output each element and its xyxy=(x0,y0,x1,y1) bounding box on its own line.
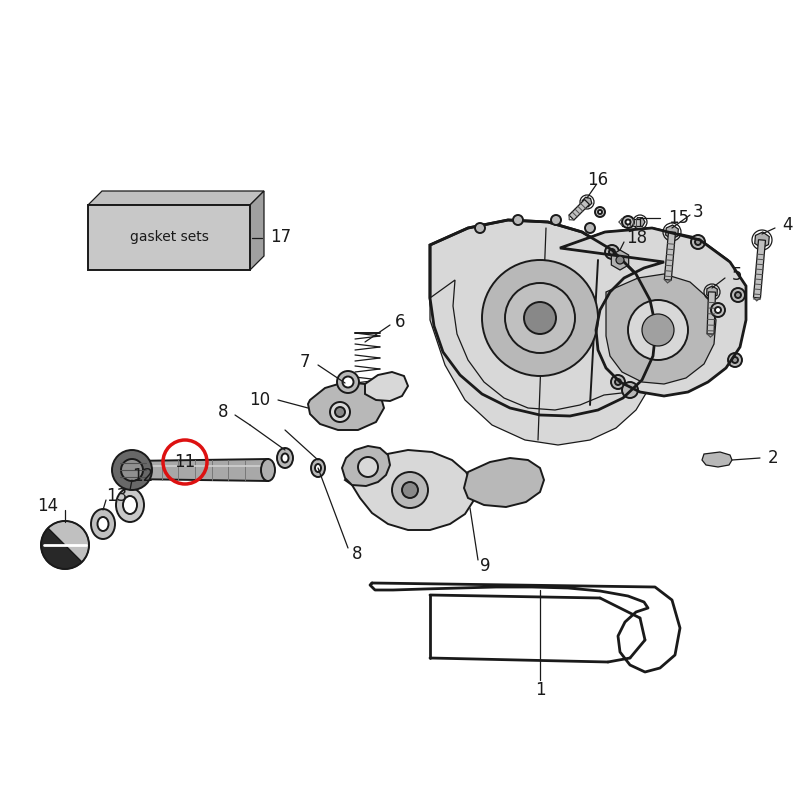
Circle shape xyxy=(728,353,742,367)
Text: 8: 8 xyxy=(218,403,228,421)
Polygon shape xyxy=(464,458,544,507)
Polygon shape xyxy=(664,232,675,280)
Polygon shape xyxy=(706,286,718,298)
Circle shape xyxy=(642,314,674,346)
Circle shape xyxy=(513,215,523,225)
Circle shape xyxy=(732,357,738,363)
Circle shape xyxy=(585,223,595,233)
Polygon shape xyxy=(41,528,82,569)
Ellipse shape xyxy=(598,210,602,214)
Circle shape xyxy=(505,283,575,353)
Text: 15: 15 xyxy=(668,209,689,227)
Text: 12: 12 xyxy=(132,467,154,485)
Text: 4: 4 xyxy=(782,216,793,234)
Polygon shape xyxy=(365,372,408,401)
Polygon shape xyxy=(622,218,640,226)
Ellipse shape xyxy=(282,454,289,462)
Ellipse shape xyxy=(315,464,321,472)
Circle shape xyxy=(330,402,350,422)
Ellipse shape xyxy=(622,216,634,228)
Text: 10: 10 xyxy=(249,391,270,409)
Circle shape xyxy=(731,288,745,302)
Ellipse shape xyxy=(116,488,144,522)
Polygon shape xyxy=(598,278,648,381)
Polygon shape xyxy=(560,228,744,394)
Ellipse shape xyxy=(715,307,721,313)
Polygon shape xyxy=(606,274,716,384)
Circle shape xyxy=(482,260,598,376)
Polygon shape xyxy=(702,452,732,467)
Text: 7: 7 xyxy=(299,353,310,371)
Circle shape xyxy=(551,215,561,225)
Ellipse shape xyxy=(98,517,109,531)
Text: 14: 14 xyxy=(37,497,58,515)
Text: 17: 17 xyxy=(270,229,291,246)
Polygon shape xyxy=(88,205,250,270)
Text: 18: 18 xyxy=(626,229,647,247)
Polygon shape xyxy=(372,584,680,676)
Polygon shape xyxy=(88,191,264,205)
Ellipse shape xyxy=(311,459,325,477)
Text: 8: 8 xyxy=(352,545,362,563)
Polygon shape xyxy=(635,218,645,226)
Ellipse shape xyxy=(626,219,630,225)
Polygon shape xyxy=(569,199,590,220)
Text: 11: 11 xyxy=(174,453,196,471)
Polygon shape xyxy=(611,250,629,270)
Text: 2: 2 xyxy=(768,449,778,467)
Ellipse shape xyxy=(277,448,293,468)
Circle shape xyxy=(656,326,684,354)
Text: 3: 3 xyxy=(693,203,703,221)
Polygon shape xyxy=(754,232,770,248)
Polygon shape xyxy=(666,225,678,239)
Polygon shape xyxy=(342,446,390,486)
Circle shape xyxy=(609,249,615,255)
Circle shape xyxy=(615,379,621,385)
Text: 5: 5 xyxy=(732,266,742,284)
Text: 6: 6 xyxy=(395,313,406,331)
Circle shape xyxy=(642,312,698,368)
Circle shape xyxy=(628,300,688,360)
Circle shape xyxy=(691,235,705,249)
Polygon shape xyxy=(128,459,268,481)
Circle shape xyxy=(695,239,701,245)
Polygon shape xyxy=(560,228,746,396)
Circle shape xyxy=(358,457,378,477)
Circle shape xyxy=(112,450,152,490)
Text: gasket sets: gasket sets xyxy=(130,230,209,245)
Circle shape xyxy=(392,472,428,508)
Polygon shape xyxy=(754,240,766,298)
Circle shape xyxy=(475,223,485,233)
Circle shape xyxy=(524,302,556,334)
Polygon shape xyxy=(250,191,264,270)
Ellipse shape xyxy=(91,509,115,539)
Circle shape xyxy=(611,375,625,389)
Text: 1: 1 xyxy=(534,681,546,699)
Text: 13: 13 xyxy=(106,487,127,505)
Circle shape xyxy=(335,407,345,417)
Circle shape xyxy=(121,459,143,481)
Circle shape xyxy=(616,256,624,264)
Polygon shape xyxy=(582,197,592,207)
Circle shape xyxy=(402,482,418,498)
Polygon shape xyxy=(345,450,474,530)
Ellipse shape xyxy=(337,371,359,393)
Ellipse shape xyxy=(261,459,275,481)
Ellipse shape xyxy=(342,377,354,387)
Polygon shape xyxy=(430,280,648,445)
Circle shape xyxy=(735,292,741,298)
Polygon shape xyxy=(308,382,384,430)
Polygon shape xyxy=(707,292,715,334)
Text: 9: 9 xyxy=(480,557,490,575)
Ellipse shape xyxy=(595,207,605,217)
Polygon shape xyxy=(430,220,656,416)
Circle shape xyxy=(622,382,638,398)
Ellipse shape xyxy=(123,496,137,514)
Ellipse shape xyxy=(711,303,725,317)
Text: 16: 16 xyxy=(587,171,609,189)
Circle shape xyxy=(605,245,619,259)
Polygon shape xyxy=(48,521,89,562)
